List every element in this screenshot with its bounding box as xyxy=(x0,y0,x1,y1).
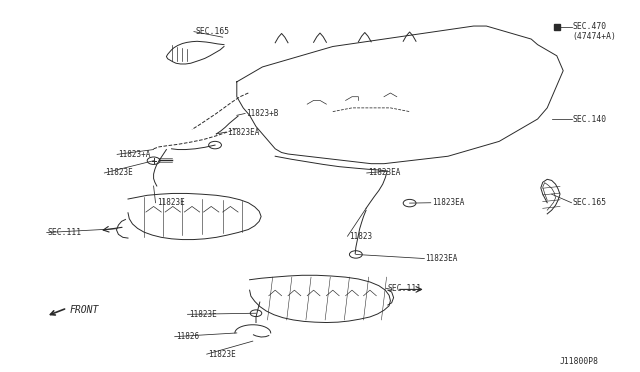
Text: 11823EA: 11823EA xyxy=(368,169,401,177)
Text: 11826: 11826 xyxy=(176,332,199,341)
Text: SEC.470
(47474+A): SEC.470 (47474+A) xyxy=(573,22,617,41)
Text: 11823E: 11823E xyxy=(208,350,236,359)
Text: 11823EA: 11823EA xyxy=(432,198,465,207)
Text: FRONT: FRONT xyxy=(69,305,99,314)
Text: SEC.140: SEC.140 xyxy=(573,115,607,124)
Text: SEC.165: SEC.165 xyxy=(195,27,229,36)
Text: 11823+B: 11823+B xyxy=(246,109,279,118)
Text: 11823EA: 11823EA xyxy=(227,128,260,137)
Text: SEC.165: SEC.165 xyxy=(573,198,607,207)
Text: J11800P8: J11800P8 xyxy=(560,357,599,366)
Text: 11823E: 11823E xyxy=(189,310,216,319)
Text: 11823E: 11823E xyxy=(106,169,133,177)
Text: 11823E: 11823E xyxy=(157,198,184,207)
Text: 11823+A: 11823+A xyxy=(118,150,151,159)
Text: SEC.111: SEC.111 xyxy=(48,228,82,237)
Text: 11823EA: 11823EA xyxy=(426,254,458,263)
Text: SEC.111: SEC.111 xyxy=(387,284,421,293)
Text: 11823: 11823 xyxy=(349,232,372,241)
